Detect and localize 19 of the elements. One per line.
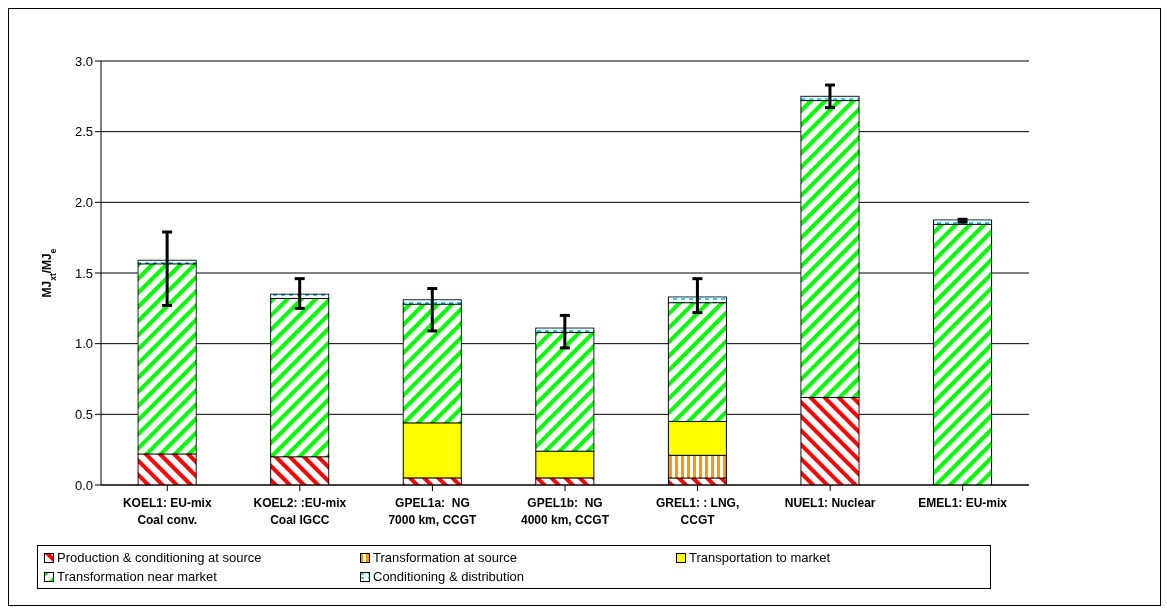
y-tick-label: 3.0 xyxy=(74,53,93,69)
x-tick-label: EMEL1: EU-mix xyxy=(918,496,1008,510)
y-tick-label: 0.0 xyxy=(74,477,93,493)
legend-label: Transformation at source xyxy=(373,550,518,565)
legend-label: Conditioning & distribution xyxy=(373,569,525,584)
y-tick-label: 0.5 xyxy=(74,406,93,422)
x-tick-label: NUEL1: Nuclear xyxy=(784,496,876,510)
x-tick-label: KOEL1: EU-mix Coal conv. xyxy=(122,496,212,527)
y-tick-label: 2.0 xyxy=(74,194,93,210)
x-tick-label: GPEL1b: NG 4000 km, CCGT xyxy=(520,496,610,527)
x-tick-label: GREL1: : LNG, CCGT xyxy=(655,496,740,527)
legend-label: Production & conditioning at source xyxy=(57,550,262,565)
y-tick-label: 2.5 xyxy=(74,124,93,140)
legend-label: Transportation to market xyxy=(689,550,831,565)
legend-label: Transformation near market xyxy=(57,569,217,584)
x-tick-label: KOEL2: :EU-mix Coal IGCC xyxy=(253,496,347,527)
y-tick-label: 1.5 xyxy=(74,265,93,281)
x-tick-label: GPEL1a: NG 7000 km, CCGT xyxy=(388,496,478,527)
y-tick-label: 1.0 xyxy=(74,336,93,352)
